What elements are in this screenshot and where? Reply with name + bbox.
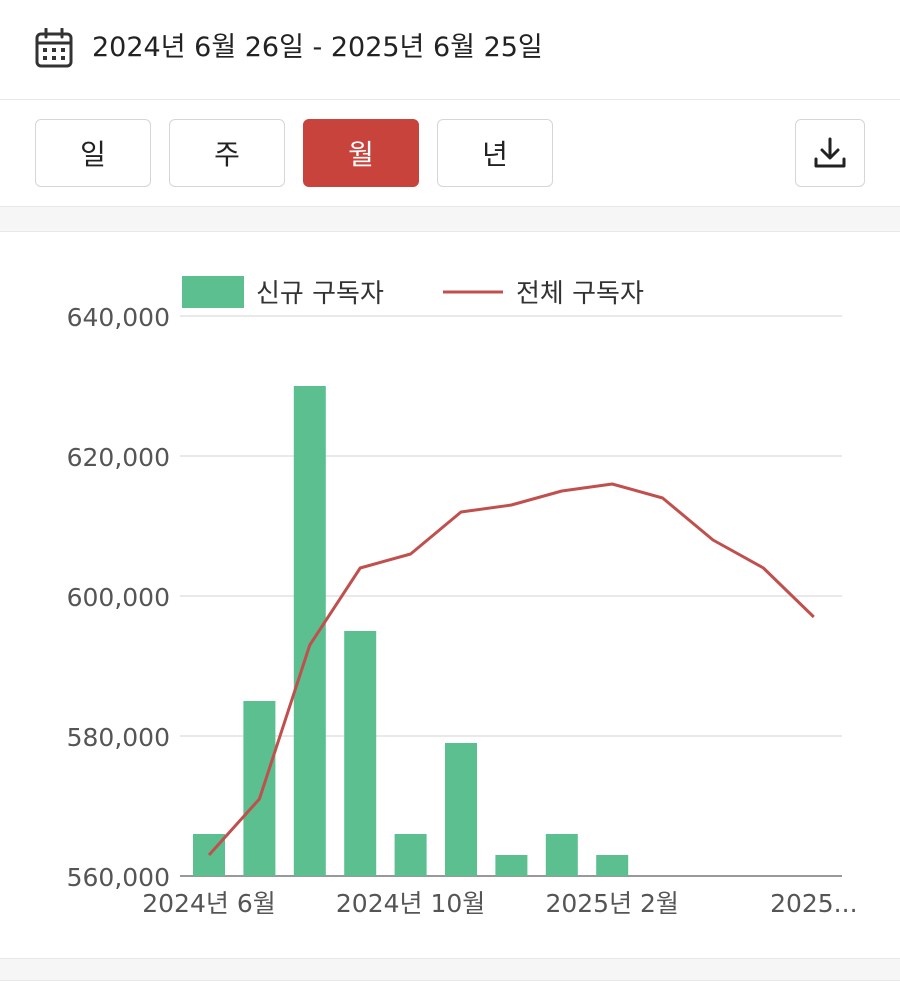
y-tick-label: 620,000 (67, 443, 170, 472)
period-selector: 일 주 월 년 (0, 100, 900, 206)
tab-day[interactable]: 일 (35, 119, 151, 187)
x-tick-label: 2025년 2월 (545, 889, 678, 918)
y-tick-label: 640,000 (67, 303, 170, 332)
tab-year[interactable]: 년 (437, 119, 553, 187)
tab-month[interactable]: 월 (303, 119, 419, 187)
date-range-text[interactable]: 2024년 6월 26일 - 2025년 6월 25일 (92, 32, 543, 63)
chart-canvas: 560,000 580,000 600,000 620,000 640,000 2024년… (67, 276, 858, 918)
download-icon (814, 137, 846, 168)
series-line-total (207, 482, 815, 857)
section-divider-bottom (0, 958, 900, 981)
download-button[interactable] (795, 119, 865, 187)
legend-label-new: 신규 구독자 (256, 279, 384, 309)
bar (545, 834, 578, 876)
date-range-header[interactable]: 2024년 6월 26일 - 2025년 6월 25일 (0, 0, 900, 100)
bar (293, 386, 326, 876)
y-tick-label: 580,000 (67, 723, 170, 752)
bar (495, 855, 528, 876)
bar (445, 743, 477, 876)
tab-week[interactable]: 주 (169, 119, 285, 187)
y-tick-label: 600,000 (67, 583, 170, 612)
calendar-icon (35, 28, 73, 68)
bar (596, 855, 629, 876)
bar (394, 834, 427, 876)
x-tick-label: 2024년 6월 (142, 889, 275, 918)
legend-swatch-new (182, 276, 244, 308)
bar (344, 631, 377, 876)
x-tick-label: 2024년 10월 (336, 889, 485, 918)
x-tick-label: 2025... (770, 889, 857, 918)
legend-label-total: 전체 구독자 (516, 279, 644, 309)
y-tick-label: 560,000 (67, 863, 170, 892)
section-divider (0, 206, 900, 232)
subscriber-chart: 560,000 580,000 600,000 620,000 640,000 2024년… (0, 232, 900, 958)
bar (243, 701, 276, 876)
